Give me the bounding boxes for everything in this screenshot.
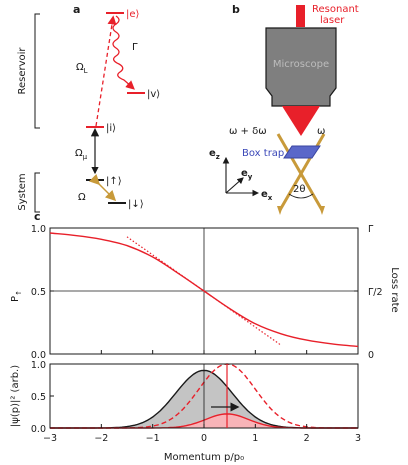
state-up-label: |↑⟩: [106, 176, 122, 187]
omega-coupling-arrow: [88, 173, 117, 202]
bottom-xtick-label: 0: [201, 433, 207, 444]
top-ytick-label: 0.5: [31, 287, 46, 298]
omega-label: Ω: [78, 192, 86, 203]
gamma-label: Γ: [132, 42, 138, 53]
top-rtick-label: Γ: [368, 224, 374, 235]
freq-right-label: ω: [317, 126, 325, 137]
beam-left: [276, 133, 324, 211]
box-trap-label: Box trap: [242, 148, 284, 159]
resonant-laser-label: Resonant laser: [312, 4, 359, 26]
panel-a: a Reservoir System |e⟩ |v⟩ |i⟩ |↑⟩ |↓⟩ Ω…: [17, 3, 160, 213]
gamma-decay-arrow: [112, 15, 135, 90]
bottom-xtick-label: −2: [94, 433, 108, 444]
laser-beam-in: [296, 5, 305, 27]
panel-c-label: c: [34, 210, 41, 223]
bottom-ytick-label: 1.0: [31, 360, 46, 371]
ex-label: ex: [261, 189, 273, 202]
bottom-ytick-label: 0.0: [31, 424, 46, 435]
chart-polarization: 0.0 0 0.5 Γ/2 1.0 Γ P↑ Loss rate: [10, 224, 400, 361]
panel-b-label: b: [232, 3, 240, 16]
top-ytick-label: 0.0: [31, 350, 46, 361]
bottom-xtick-label: 2: [304, 433, 310, 444]
state-v-label: |v⟩: [147, 89, 160, 100]
system-label: System: [17, 173, 28, 210]
top-ylabel: P↑: [10, 290, 23, 302]
top-right-label: Loss rate: [389, 267, 400, 312]
series-p-up: [49, 232, 359, 348]
beam-left-head: [277, 206, 283, 215]
omega-mu-label: Ωμ: [75, 148, 88, 161]
omega-l-arrow: [95, 15, 117, 127]
state-i-label: |i⟩: [106, 123, 116, 134]
bottom-xtick-label: −1: [146, 433, 160, 444]
state-e-label: |e⟩: [126, 9, 140, 20]
axis-ey: [225, 177, 244, 194]
system-bracket: [34, 172, 40, 213]
bottom-ticks: 0.0 0.5 1.0 −3 −2 −1 0 1 2 3: [31, 360, 361, 444]
box-trap: [283, 145, 321, 159]
top-rtick-label: Γ/2: [368, 287, 383, 298]
ey-label: ey: [241, 168, 253, 181]
state-down-label: |↓⟩: [128, 199, 144, 210]
chart-wavefunction: 0.0 0.5 1.0 −3 −2 −1 0 1 2 3 |ψ(p)|² (arb.) Momen…: [10, 360, 361, 463]
bottom-xlabel: Momentum p/p₀: [164, 452, 244, 463]
top-ticks: 0.0 0 0.5 Γ/2 1.0 Γ: [31, 224, 383, 361]
reservoir-label: Reservoir: [17, 47, 28, 95]
bottom-ytick-label: 0.5: [31, 392, 46, 403]
freq-left-label: ω + δω: [229, 126, 267, 137]
beam-right: [278, 133, 326, 211]
microscope-body: [265, 27, 337, 107]
bottom-xtick-label: −3: [43, 433, 57, 444]
top-rtick-label: 0: [368, 350, 374, 361]
microscope-label: Microscope: [273, 59, 329, 70]
ez-label: ez: [209, 148, 220, 161]
bottom-xtick-label: 1: [252, 433, 258, 444]
reservoir-bracket: [34, 13, 40, 129]
panel-b: b Resonant laser Microscope Box trap ω + …: [209, 3, 359, 215]
bottom-xtick-label: 3: [355, 433, 361, 444]
angle-label: 2θ: [293, 184, 305, 195]
omega-l-label: ΩL: [76, 62, 88, 75]
bottom-ylabel: |ψ(p)|² (arb.): [10, 365, 21, 427]
beam-right-head: [319, 206, 325, 215]
focused-beam: [282, 106, 320, 136]
top-ytick-label: 1.0: [31, 224, 46, 235]
panel-a-label: a: [73, 3, 80, 16]
angle-arc: [288, 193, 314, 199]
